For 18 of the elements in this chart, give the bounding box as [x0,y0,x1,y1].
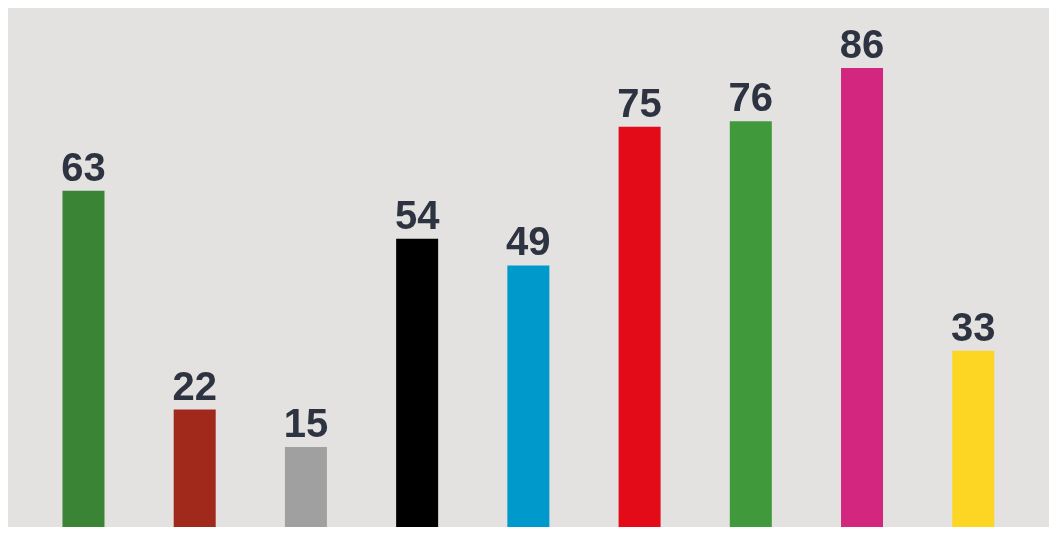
bar [284,446,327,527]
data-label: 15 [283,400,329,445]
data-label: 22 [172,363,217,408]
bar [507,265,550,527]
data-label: 49 [506,219,551,264]
bar [173,409,216,527]
data-label: 63 [61,144,106,189]
bar [841,68,884,527]
bar [952,350,995,527]
data-label: 86 [839,22,885,66]
bar [396,238,439,527]
data-label: 76 [728,75,774,120]
data-label: 54 [394,192,441,237]
data-label: 33 [951,304,996,349]
bar [729,121,772,527]
bar [62,190,105,527]
data-label: 75 [617,80,662,125]
bar [618,126,661,527]
